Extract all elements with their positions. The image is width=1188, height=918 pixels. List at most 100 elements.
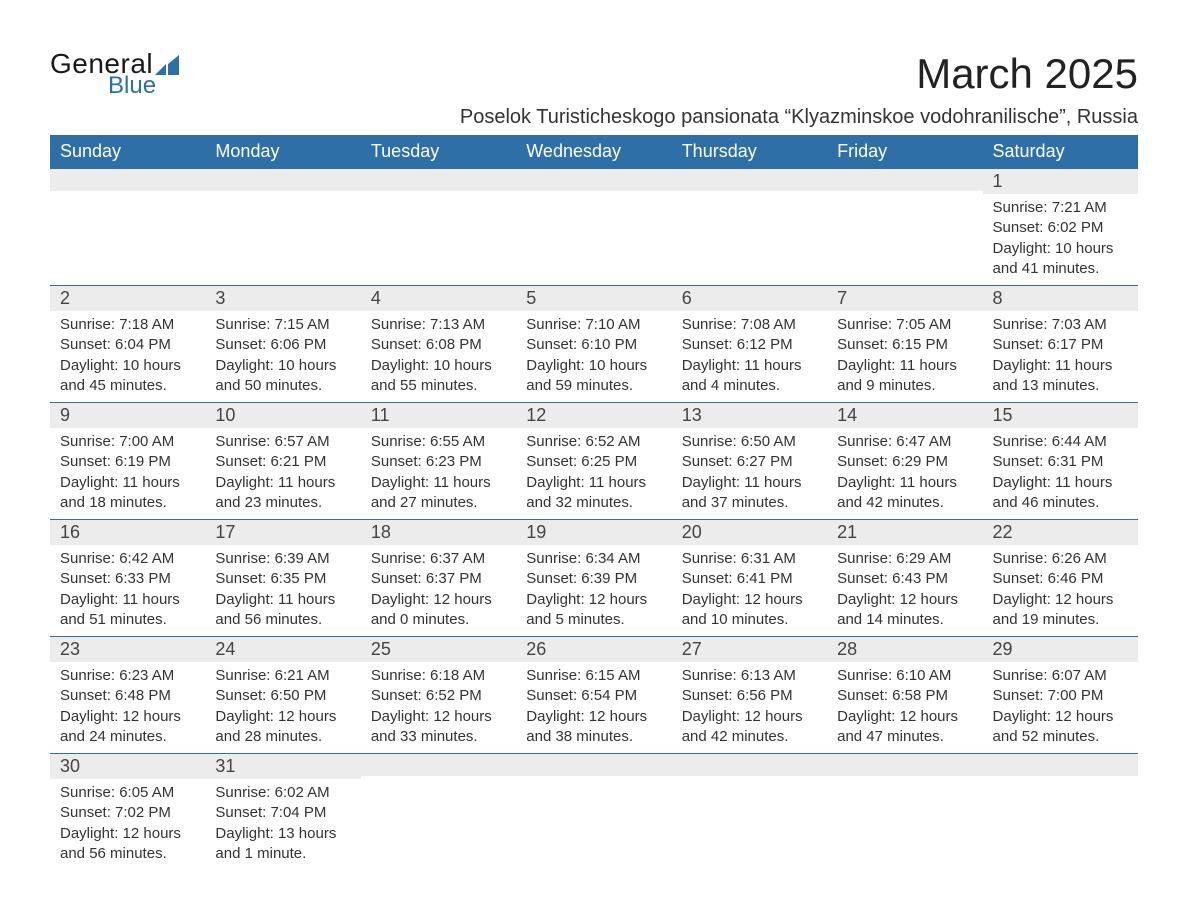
day-line: Sunrise: 6:31 AM — [682, 550, 796, 567]
day-content: Sunrise: 6:07 AMSunset: 7:00 PMDaylight:… — [983, 662, 1138, 753]
calendar-day-cell: 28Sunrise: 6:10 AMSunset: 6:58 PMDayligh… — [827, 637, 982, 754]
calendar-body: 1Sunrise: 7:21 AMSunset: 6:02 PMDaylight… — [50, 169, 1138, 871]
day-number: 9 — [50, 403, 205, 428]
day-line: and 18 minutes. — [60, 494, 167, 511]
calendar-day-cell: 19Sunrise: 6:34 AMSunset: 6:39 PMDayligh… — [516, 520, 671, 637]
day-line: and 55 minutes. — [371, 377, 478, 394]
day-content: Sunrise: 6:18 AMSunset: 6:52 PMDaylight:… — [361, 662, 516, 753]
day-content: Sunrise: 6:23 AMSunset: 6:48 PMDaylight:… — [50, 662, 205, 753]
day-line: Sunset: 6:17 PM — [993, 336, 1104, 353]
day-content: Sunrise: 7:03 AMSunset: 6:17 PMDaylight:… — [983, 311, 1138, 402]
day-line: Daylight: 11 hours — [837, 357, 957, 374]
day-number — [50, 169, 205, 191]
logo-word2: Blue — [108, 74, 179, 98]
calendar-week-row: 2Sunrise: 7:18 AMSunset: 6:04 PMDaylight… — [50, 286, 1138, 403]
calendar-day-cell: 9Sunrise: 7:00 AMSunset: 6:19 PMDaylight… — [50, 403, 205, 520]
calendar-week-row: 23Sunrise: 6:23 AMSunset: 6:48 PMDayligh… — [50, 637, 1138, 754]
day-number: 23 — [50, 637, 205, 662]
day-line: Daylight: 11 hours — [837, 474, 957, 491]
calendar-day-cell: 7Sunrise: 7:05 AMSunset: 6:15 PMDaylight… — [827, 286, 982, 403]
day-line: Daylight: 12 hours — [526, 591, 647, 608]
day-line: Sunrise: 6:21 AM — [215, 667, 329, 684]
day-line: Sunset: 6:04 PM — [60, 336, 171, 353]
day-line: Sunset: 6:50 PM — [215, 687, 326, 704]
calendar-week-row: 9 Sunrise: 7:00 AM Sunset: 6:19 PM Daylight… — [50, 403, 1138, 520]
day-line: and 52 minutes. — [993, 728, 1100, 745]
calendar-day-cell: 3Sunrise: 7:15 AMSunset: 6:06 PMDaylight… — [205, 286, 360, 403]
calendar-day-cell — [50, 169, 205, 286]
day-number: 15 — [983, 403, 1138, 428]
day-line: Daylight: 11 hours — [993, 474, 1113, 491]
day-line: Sunset: 6:12 PM — [682, 336, 793, 353]
day-line: and 42 minutes. — [837, 494, 944, 511]
calendar-day-cell: 22Sunrise: 6:26 AMSunset: 6:46 PMDayligh… — [983, 520, 1138, 637]
day-number: 6 — [672, 286, 827, 311]
day-line: Daylight: 11 hours — [60, 591, 180, 608]
day-number: 2 — [50, 286, 205, 311]
day-line: Sunrise: 6:18 AM — [371, 667, 485, 684]
day-line: Daylight: 10 hours — [993, 240, 1114, 257]
day-content: Sunrise: 7:05 AMSunset: 6:15 PMDaylight:… — [827, 311, 982, 402]
day-content: Sunrise: 6:57 AMSunset: 6:21 PMDaylight:… — [205, 428, 360, 519]
calendar-day-cell: 21Sunrise: 6:29 AMSunset: 6:43 PMDayligh… — [827, 520, 982, 637]
day-line: Sunrise: 6:50 AM — [682, 433, 796, 450]
day-line: Daylight: 11 hours — [526, 474, 646, 491]
calendar-day-cell: 29Sunrise: 6:07 AMSunset: 7:00 PMDayligh… — [983, 637, 1138, 754]
day-line: and 13 minutes. — [993, 377, 1100, 394]
calendar-day-cell: 4Sunrise: 7:13 AMSunset: 6:08 PMDaylight… — [361, 286, 516, 403]
day-line: Sunrise: 6:37 AM — [371, 550, 485, 567]
day-line: Sunrise: 7:00 AM — [60, 433, 174, 450]
day-content: Sunrise: 6:31 AMSunset: 6:41 PMDaylight:… — [672, 545, 827, 636]
calendar-day-cell — [827, 754, 982, 871]
day-line: Daylight: 10 hours — [60, 357, 181, 374]
calendar-day-cell: 30Sunrise: 6:05 AMSunset: 7:02 PMDayligh… — [50, 754, 205, 871]
day-line: Sunset: 6:19 PM — [60, 453, 171, 470]
day-content: Sunrise: 7:08 AMSunset: 6:12 PMDaylight:… — [672, 311, 827, 402]
day-line: Daylight: 12 hours — [215, 708, 336, 725]
calendar-day-cell: 27Sunrise: 6:13 AMSunset: 6:56 PMDayligh… — [672, 637, 827, 754]
day-line: Sunset: 6:43 PM — [837, 570, 948, 587]
day-content — [827, 776, 982, 847]
calendar-week-row: 30Sunrise: 6:05 AMSunset: 7:02 PMDayligh… — [50, 754, 1138, 871]
day-line: Daylight: 12 hours — [60, 825, 181, 842]
day-line: and 47 minutes. — [837, 728, 944, 745]
day-line: Sunrise: 6:47 AM — [837, 433, 951, 450]
calendar-day-cell: 11Sunrise: 6:55 AMSunset: 6:23 PMDayligh… — [361, 403, 516, 520]
day-number: 25 — [361, 637, 516, 662]
day-line: Sunset: 6:02 PM — [993, 219, 1104, 236]
day-number: 24 — [205, 637, 360, 662]
day-line: Daylight: 12 hours — [993, 591, 1114, 608]
calendar-day-cell: 5Sunrise: 7:10 AMSunset: 6:10 PMDaylight… — [516, 286, 671, 403]
calendar-day-cell: 2Sunrise: 7:18 AMSunset: 6:04 PMDaylight… — [50, 286, 205, 403]
day-line: Sunset: 6:33 PM — [60, 570, 171, 587]
day-line: Sunset: 6:06 PM — [215, 336, 326, 353]
day-line: and 9 minutes. — [837, 377, 935, 394]
dow-header: Saturday — [983, 135, 1138, 169]
day-line: Sunrise: 7:15 AM — [215, 316, 329, 333]
month-title: March 2025 — [460, 50, 1138, 98]
day-number: 26 — [516, 637, 671, 662]
day-line: Daylight: 12 hours — [371, 591, 492, 608]
day-number: 16 — [50, 520, 205, 545]
day-line: and 19 minutes. — [993, 611, 1100, 628]
logo-flag-icon — [155, 55, 179, 75]
day-line: Sunrise: 6:13 AM — [682, 667, 796, 684]
calendar-week-row: 16Sunrise: 6:42 AMSunset: 6:33 PMDayligh… — [50, 520, 1138, 637]
day-line: Sunset: 6:58 PM — [837, 687, 948, 704]
day-content — [205, 191, 360, 262]
day-line: Sunset: 6:41 PM — [682, 570, 793, 587]
location-subtitle: Poselok Turisticheskogo pansionata “Klya… — [460, 106, 1138, 129]
day-line: Sunrise: 6:10 AM — [837, 667, 951, 684]
dow-header: Monday — [205, 135, 360, 169]
day-number: 30 — [50, 754, 205, 779]
day-number: 20 — [672, 520, 827, 545]
calendar-day-cell: 25Sunrise: 6:18 AMSunset: 6:52 PMDayligh… — [361, 637, 516, 754]
day-line: Daylight: 11 hours — [682, 357, 802, 374]
day-number — [516, 169, 671, 191]
day-line: Sunrise: 7:05 AM — [837, 316, 951, 333]
calendar-day-cell — [827, 169, 982, 286]
day-line: Sunset: 6:21 PM — [215, 453, 326, 470]
day-content: Sunrise: 6:47 AMSunset: 6:29 PMDaylight:… — [827, 428, 982, 519]
day-number: 7 — [827, 286, 982, 311]
day-line: Sunrise: 6:26 AM — [993, 550, 1107, 567]
